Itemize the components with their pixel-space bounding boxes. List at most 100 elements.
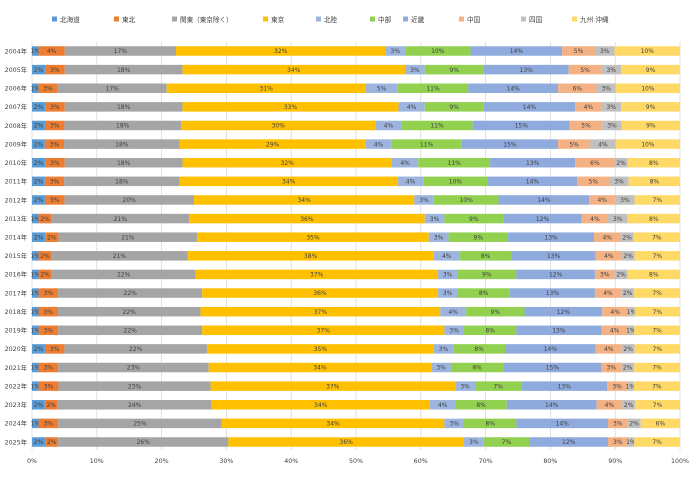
data-label: 3%	[44, 327, 54, 334]
bar-row: 2% 3% 20% 34% 3% 10% 14% 4% 3% 7%	[32, 195, 680, 205]
bar-segment	[589, 195, 616, 205]
bar-segment	[575, 102, 602, 112]
legend-label: 近畿	[411, 15, 425, 24]
y-tick-label: 2009年	[5, 139, 27, 148]
bar-segment	[627, 213, 680, 224]
legend-item: 東京	[263, 15, 285, 24]
data-label: 3%	[443, 290, 453, 297]
y-tick-label: 2011年	[5, 177, 27, 186]
bar-segment	[444, 325, 464, 336]
bar-segment	[32, 102, 46, 112]
data-label: 3%	[434, 234, 444, 241]
bar-segment	[64, 344, 207, 354]
data-label: 9%	[449, 67, 459, 74]
bar-segment	[529, 437, 608, 447]
y-tick-label: 2016年	[5, 270, 27, 279]
bar-row: 1% 3% 23% 34% 3% 8% 15% 3% 2% 7%	[31, 362, 680, 373]
data-label: 8%	[472, 365, 482, 372]
bar-segment	[511, 251, 596, 261]
data-label: 9%	[491, 309, 501, 316]
data-label: 7%	[493, 383, 503, 390]
data-label: 12%	[562, 439, 576, 446]
bar-segment	[590, 139, 616, 149]
bar-segment	[505, 344, 596, 354]
data-label: 7%	[652, 234, 662, 241]
legend-label: 東北	[122, 15, 136, 24]
bar-segment	[490, 157, 576, 168]
data-label: 1%	[626, 383, 636, 390]
bar-segment	[444, 213, 504, 224]
bar-segment	[628, 176, 680, 187]
data-label: 2%	[623, 365, 633, 372]
data-label: 12%	[549, 272, 563, 279]
y-tick-label: 2008年	[5, 121, 27, 130]
data-label: 36%	[313, 290, 327, 297]
bar-segment	[524, 306, 603, 317]
data-label: 1%	[626, 327, 636, 334]
data-label: 22%	[124, 327, 138, 334]
data-label: 2%	[34, 160, 44, 167]
bar-segment	[64, 176, 180, 187]
bar-segment	[516, 269, 595, 280]
bar-segment	[38, 83, 58, 93]
bar-segment	[202, 325, 445, 336]
bar-segment	[206, 344, 434, 354]
bar-segment	[179, 139, 366, 149]
legend-item: 中国	[459, 15, 481, 24]
bar-segment	[32, 325, 39, 336]
data-label: 13%	[520, 67, 534, 74]
bar-segment	[429, 400, 456, 410]
bar-row: 1% 2% 21% 36% 3% 9% 12% 4% 3% 8%	[31, 213, 680, 224]
data-label: 13%	[547, 253, 561, 260]
bar-segment	[418, 157, 491, 168]
bar-segment	[448, 232, 509, 242]
data-label: 4%	[610, 309, 620, 316]
data-label: 33%	[284, 104, 298, 111]
bar-segment	[461, 139, 559, 149]
bar-segment	[38, 306, 58, 317]
data-label: 5%	[569, 141, 579, 148]
data-label: 3%	[43, 309, 53, 316]
bar-segment	[521, 381, 608, 391]
data-label: 2%	[40, 253, 50, 260]
data-label: 21%	[114, 216, 128, 223]
bar-segment	[221, 418, 445, 429]
data-label: 3%	[419, 197, 429, 204]
data-label: 11%	[430, 123, 444, 130]
bar-segment	[608, 213, 628, 224]
bar-segment	[38, 362, 59, 373]
bar-row: 2% 3% 18% 32% 4% 11% 13% 6% 2% 8%	[32, 157, 680, 168]
data-label: 21%	[121, 234, 135, 241]
data-label: 14%	[537, 197, 551, 204]
bar-segment	[44, 139, 65, 149]
bar-segment	[615, 195, 635, 205]
bar-segment	[38, 381, 59, 391]
bar-row: 2% 3% 18% 29% 4% 11% 15% 5% 4% 10%	[32, 139, 680, 149]
data-label: 34%	[314, 402, 328, 409]
bar-segment	[459, 251, 512, 261]
bar-segment	[621, 288, 635, 298]
bar-segment	[38, 269, 52, 280]
bar-segment	[608, 437, 628, 447]
data-label: 9%	[646, 123, 656, 130]
bar-segment	[594, 288, 622, 298]
bar-segment	[32, 83, 39, 93]
bar-segment	[601, 325, 628, 336]
data-label: 20%	[123, 197, 137, 204]
bar-segment	[633, 232, 680, 242]
bar-segment	[44, 195, 65, 205]
bar-segment	[601, 362, 622, 373]
bar-segment	[32, 232, 46, 242]
data-label: 10%	[641, 141, 655, 148]
data-label: 18%	[117, 67, 131, 74]
bar-segment	[32, 400, 45, 410]
data-label: 36%	[340, 439, 354, 446]
bar-segment	[38, 288, 59, 298]
x-tick-label: 90%	[608, 458, 622, 465]
y-tick-label: 2013年	[5, 214, 27, 223]
legend-swatch	[403, 16, 408, 22]
legend-item: 九州 沖縄	[572, 15, 609, 24]
data-label: 18%	[117, 160, 131, 167]
data-label: 1%	[627, 309, 637, 316]
data-label: 38%	[304, 253, 318, 260]
